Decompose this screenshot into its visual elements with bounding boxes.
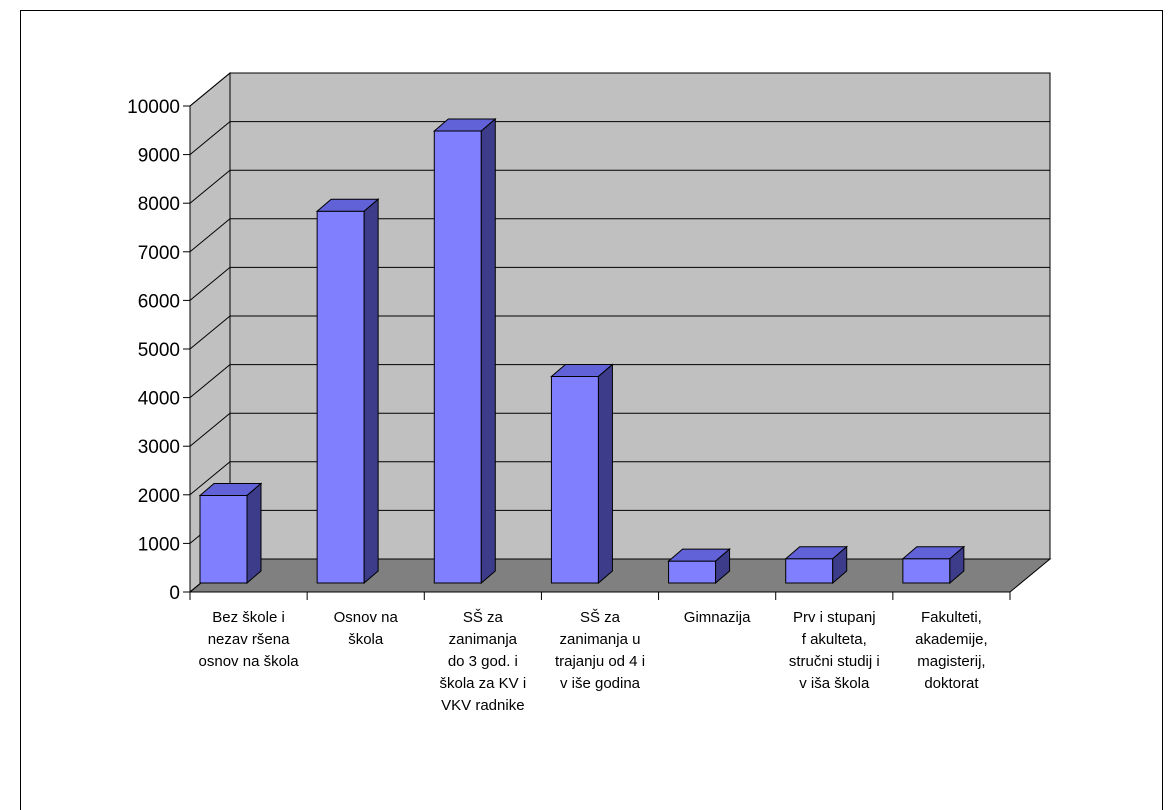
bar-side [246, 482, 262, 585]
y-tick-label: 10000 [127, 97, 180, 118]
bar-front [199, 495, 248, 584]
y-tick-label: 5000 [138, 340, 180, 361]
bar-front [433, 130, 482, 584]
bar-side [480, 117, 496, 585]
y-tick-label: 8000 [138, 194, 180, 215]
side-gridline [189, 267, 231, 301]
bar-side [363, 198, 379, 585]
y-tick-label: 6000 [138, 291, 180, 312]
bar-side [597, 363, 613, 585]
bar-side [832, 545, 848, 585]
y-tick-label: 9000 [138, 146, 180, 167]
x-category-label: Fakulteti, akademije, magisterij, doktorat [915, 609, 988, 692]
side-gridline [189, 72, 231, 107]
y-tick-label: 1000 [138, 534, 180, 555]
y-tick-label: 0 [169, 583, 180, 604]
side-gridline [189, 461, 231, 496]
bar-front [785, 558, 834, 584]
x-category-label: Bez škole i nezav ršena osnov na škola [199, 609, 300, 670]
side-gridline [189, 412, 231, 447]
y-tick-label: 3000 [138, 437, 180, 458]
bar-side [949, 545, 965, 585]
bar-front [316, 210, 365, 584]
x-category-label: Prv i stupanj f akulteta, stručni studij i… [789, 609, 880, 692]
side-gridline [189, 121, 231, 155]
bar-side [715, 548, 731, 585]
x-category-label: Gimnazija [684, 609, 751, 626]
bar-front [668, 560, 717, 584]
y-tick-label: 2000 [138, 486, 180, 507]
y-tick-label: 7000 [138, 243, 180, 264]
y-tick-label: 4000 [138, 389, 180, 410]
side-gridline [189, 218, 231, 253]
x-category-label: SŠ za zanimanja do 3 god. i škola za KV i VK… [439, 609, 526, 714]
bar-front [902, 558, 951, 584]
x-category-label: Osnov na škola [334, 609, 399, 648]
side-gridline [189, 169, 231, 204]
bar-front [550, 375, 599, 584]
side-gridline [189, 364, 231, 398]
side-gridline [189, 315, 231, 350]
